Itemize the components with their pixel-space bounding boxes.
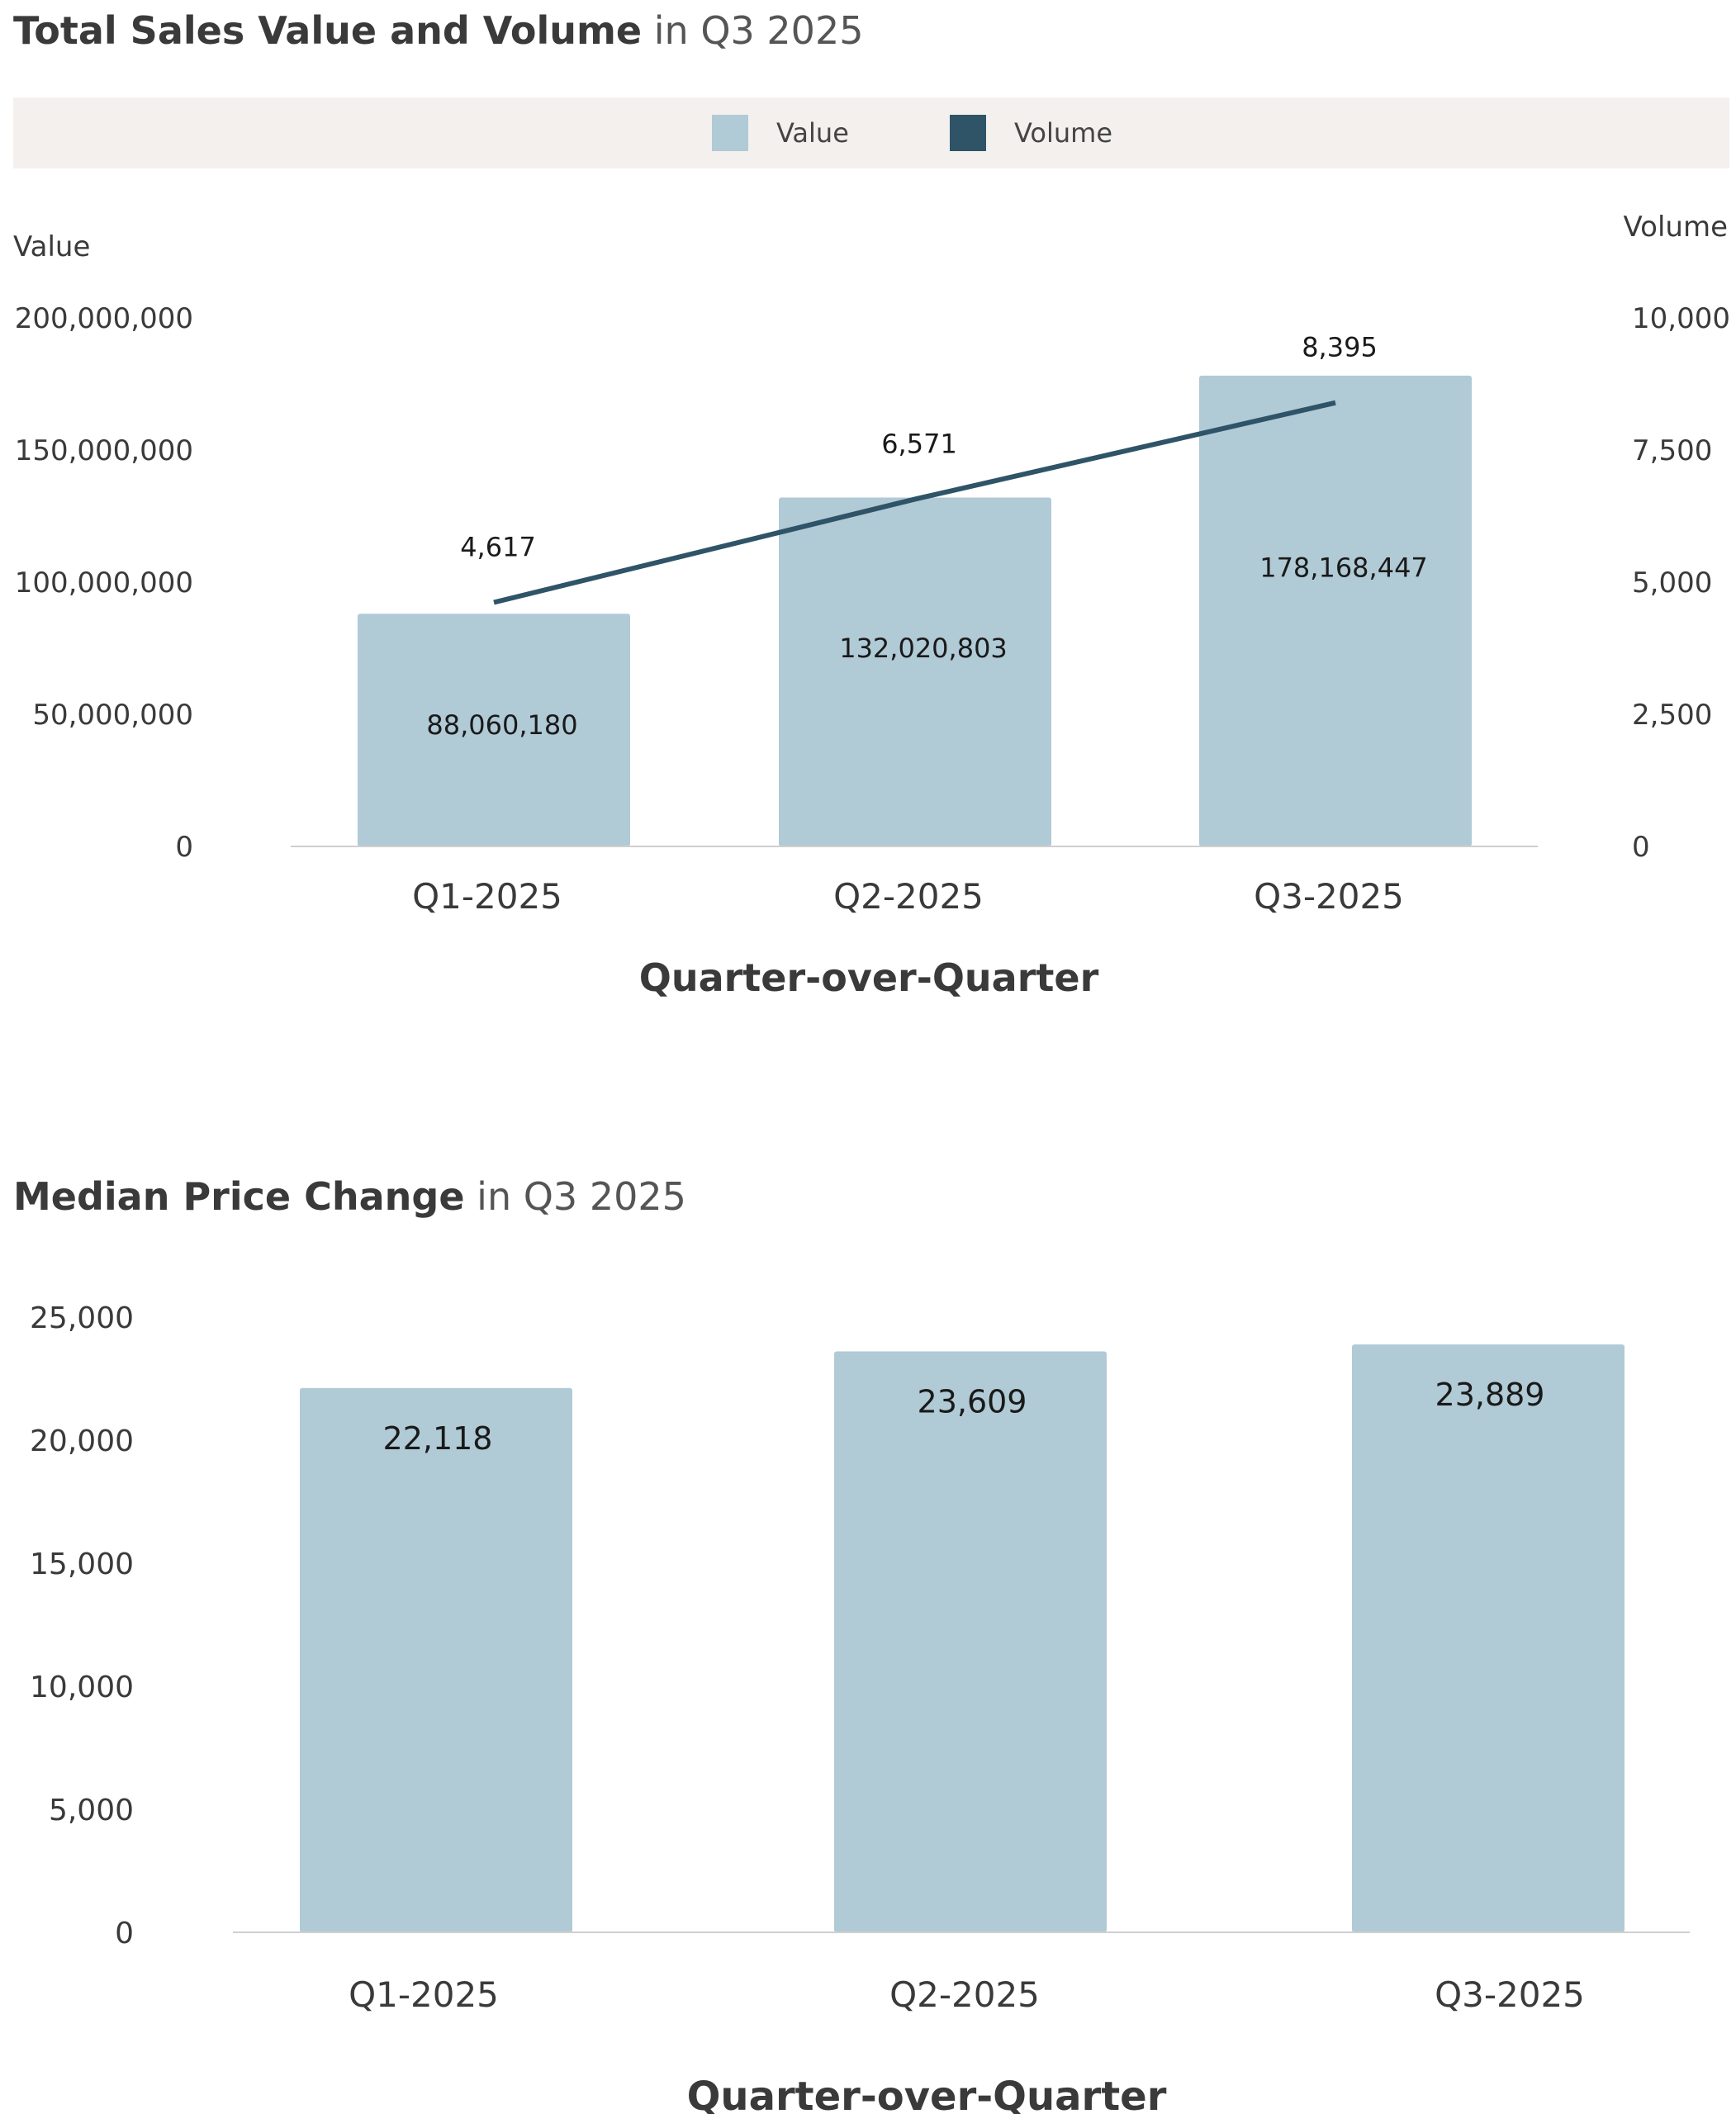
- sales-chart-title: Total Sales Value and Volume in Q3 2025: [13, 8, 863, 53]
- y-tick-label: 25,000: [30, 1301, 134, 1335]
- sales-chart-title-light: in Q3 2025: [642, 8, 864, 53]
- legend-label-volume: Volume: [1014, 117, 1113, 149]
- median-chart-title: Median Price Change in Q3 2025: [13, 1174, 686, 1219]
- y-tick-label-value: 150,000,000: [15, 434, 193, 467]
- value-bar: [779, 497, 1051, 846]
- x-tick-label: Q2-2025: [833, 876, 984, 917]
- y-tick-label: 10,000: [30, 1671, 134, 1704]
- median-chart-title-light: in Q3 2025: [464, 1174, 686, 1219]
- y-tick-label: 0: [115, 1917, 134, 1950]
- legend-swatch-value: [712, 115, 748, 151]
- y-tick-label-volume: 7,500: [1632, 434, 1712, 467]
- x-axis-title: Quarter-over-Quarter: [687, 2074, 1167, 2114]
- y-tick-label-volume: 5,000: [1632, 566, 1712, 600]
- median-price-bar: [300, 1387, 572, 1932]
- y-tick-label-volume: 0: [1632, 831, 1650, 864]
- sales-value-volume-chart: Value Volume 0 50,000,000 100,000,000 150,000…: [13, 211, 1730, 1000]
- y-tick-label: 20,000: [30, 1424, 134, 1458]
- y-tick-label-value: 50,000,000: [32, 699, 193, 732]
- volume-line: [493, 400, 1336, 605]
- y-tick-label-value: 200,000,000: [15, 302, 193, 335]
- chart-legend: Value Volume: [13, 97, 1729, 168]
- y-tick-label-value: 0: [175, 831, 193, 864]
- y-tick-label-volume: 2,500: [1632, 699, 1712, 732]
- y-tick-label-value: 100,000,000: [15, 566, 193, 600]
- legend-item-volume[interactable]: Volume: [950, 114, 1112, 152]
- y-tick-label-volume: 10,000: [1632, 302, 1730, 335]
- value-bar-label: 88,060,180: [426, 709, 577, 741]
- median-price-bar-label: 22,118: [383, 1420, 493, 1457]
- median-price-chart: 0 5,000 10,000 15,000 20,000 25,000 22,118 23,6…: [30, 1301, 1690, 2114]
- median-price-bar-label: 23,609: [918, 1383, 1027, 1420]
- volume-point-label: 8,395: [1302, 332, 1378, 363]
- volume-point-label: 6,571: [881, 428, 957, 459]
- legend-item-value[interactable]: Value: [712, 114, 849, 152]
- value-bar-label: 132,020,803: [839, 633, 1008, 664]
- sales-chart-title-bold: Total Sales Value and Volume: [13, 8, 643, 53]
- y-axis-title-volume: Volume: [1624, 211, 1728, 244]
- median-price-bar: [1352, 1344, 1625, 1932]
- x-tick-label: Q1-2025: [412, 876, 562, 917]
- x-tick-label: Q3-2025: [1435, 1974, 1585, 2015]
- y-tick-label: 15,000: [30, 1548, 134, 1581]
- x-axis-title: Quarter-over-Quarter: [639, 955, 1099, 1000]
- median-chart-title-bold: Median Price Change: [13, 1174, 465, 1219]
- volume-point-label: 4,617: [460, 532, 536, 563]
- x-tick-label: Q1-2025: [349, 1974, 499, 2015]
- x-tick-label: Q2-2025: [889, 1974, 1040, 2015]
- y-tick-label: 5,000: [49, 1794, 134, 1827]
- legend-label-value: Value: [776, 117, 849, 149]
- legend-swatch-volume: [950, 115, 986, 151]
- median-price-bar: [834, 1351, 1107, 1932]
- x-tick-label: Q3-2025: [1254, 876, 1404, 917]
- value-bar-label: 178,168,447: [1259, 552, 1428, 584]
- median-price-bar-label: 23,889: [1435, 1377, 1545, 1413]
- value-bar: [1199, 375, 1472, 846]
- y-axis-title-value: Value: [13, 230, 90, 263]
- value-bar: [358, 614, 630, 846]
